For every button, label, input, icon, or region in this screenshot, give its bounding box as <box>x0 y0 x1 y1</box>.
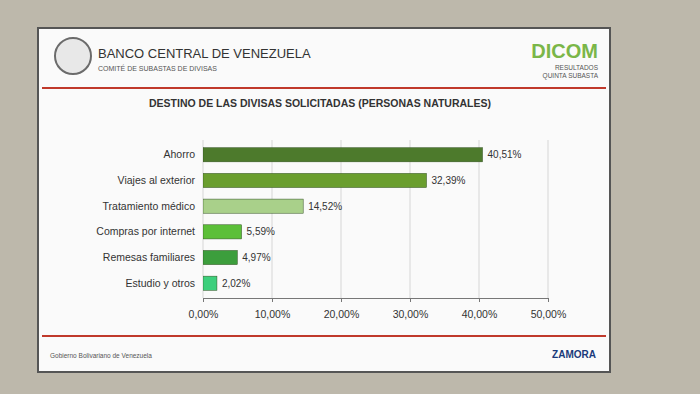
axis-line <box>204 298 549 299</box>
tick-label: 0,00% <box>189 308 219 320</box>
tick-mark <box>272 298 273 302</box>
bar <box>203 250 237 264</box>
grid-line <box>410 140 411 298</box>
title: DESTINO DE LAS DIVISAS SOLICITADAS (PERS… <box>149 97 491 109</box>
tick-mark <box>479 298 480 302</box>
bars <box>203 148 483 291</box>
category-label: Remesas familiares <box>103 251 195 263</box>
category-label: Viajes al exterior <box>118 174 196 186</box>
tick: 50,00% <box>531 298 567 320</box>
category-tick: Viajes al exterior <box>118 174 196 186</box>
tick-mark <box>410 298 411 302</box>
grid-line <box>341 140 342 298</box>
tick-label: 40,00% <box>462 308 498 320</box>
category-label: Ahorro <box>163 148 195 160</box>
tick-label: 20,00% <box>324 308 360 320</box>
data-label: 5,59% <box>247 226 275 237</box>
chart: BANCO CENTRAL DE VENEZUELA COMITÉ DE SUBA… <box>0 0 700 394</box>
results: RESULTADOS <box>555 64 599 71</box>
category-label: Tratamiento médico <box>103 200 196 212</box>
bar <box>203 199 303 213</box>
bar <box>203 225 242 239</box>
tick: 0,00% <box>189 298 219 320</box>
data-label: 2,02% <box>222 278 250 289</box>
logo <box>55 38 91 74</box>
tick: 10,00% <box>255 298 291 320</box>
bar <box>203 173 426 187</box>
y-axis: Ahorro Viajes al exterior Tratamiento médi… <box>96 148 195 288</box>
category-tick: Tratamiento médico <box>103 200 196 212</box>
category-tick: Estudio y otros <box>126 277 195 289</box>
tick-mark <box>548 298 549 302</box>
bar <box>203 276 217 290</box>
category-tick: Ahorro <box>163 148 195 160</box>
dicom-logo: DICOM <box>531 40 598 62</box>
tick-label: 30,00% <box>393 308 429 320</box>
grid <box>203 140 548 298</box>
rule <box>42 335 606 337</box>
tick-mark <box>203 298 204 302</box>
grid-line <box>203 140 204 298</box>
data-label: 14,52% <box>308 201 342 212</box>
data-label: 40,51% <box>488 149 522 160</box>
category-tick: Remesas familiares <box>103 251 195 263</box>
committee: COMITÉ DE SUBASTAS DE DIVISAS <box>98 64 217 72</box>
auction: QUINTA SUBASTA <box>543 72 599 80</box>
bar <box>203 148 483 162</box>
tick: 20,00% <box>324 298 360 320</box>
zamora: ZAMORA <box>552 349 596 360</box>
tick-label: 50,00% <box>531 308 567 320</box>
grid-line <box>548 140 549 298</box>
tick-mark <box>341 298 342 302</box>
category-label: Estudio y otros <box>126 277 195 289</box>
rule <box>42 87 606 89</box>
data-labels: 40,51% 32,39% 14,52% 5,59% 4,97% 2,02% <box>222 149 522 288</box>
tick-label: 10,00% <box>255 308 291 320</box>
tick: 30,00% <box>393 298 429 320</box>
data-label: 32,39% <box>431 175 465 186</box>
government: Gobierno Bolivariano de Venezuela <box>50 352 152 359</box>
grid-line <box>272 140 273 298</box>
tick: 40,00% <box>462 298 498 320</box>
category-tick: Compras por internet <box>96 225 195 237</box>
category-label: Compras por internet <box>96 225 195 237</box>
grid-line <box>479 140 480 298</box>
data-label: 4,97% <box>242 252 270 263</box>
slide <box>38 28 610 372</box>
x-axis: 0,00% 10,00% 20,00% 30,00% 40,00% 50,00% <box>189 298 567 320</box>
bank-name: BANCO CENTRAL DE VENEZUELA <box>98 46 311 61</box>
